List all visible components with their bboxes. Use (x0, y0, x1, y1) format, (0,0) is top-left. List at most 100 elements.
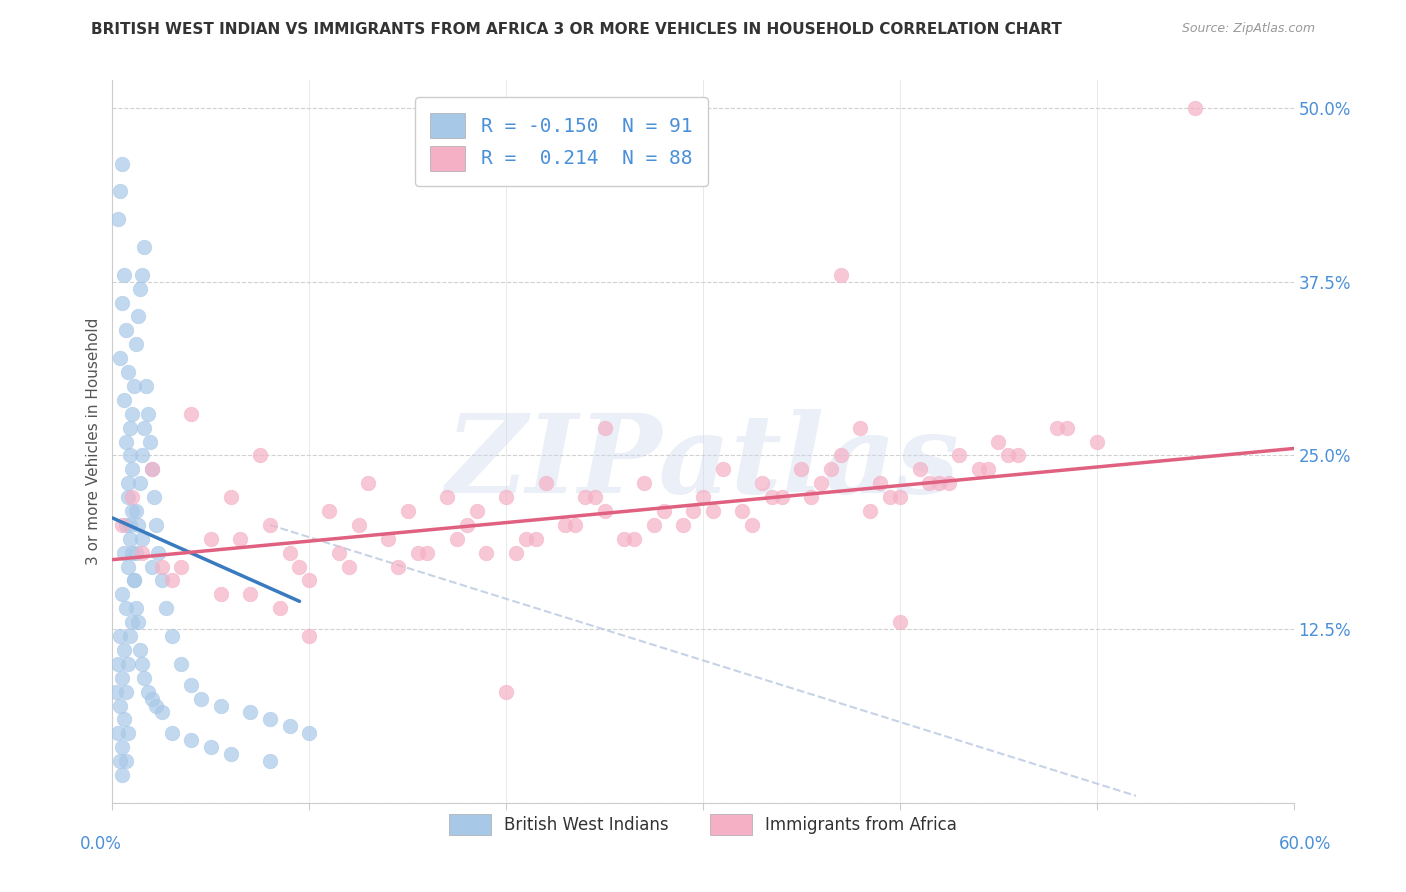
Point (150, 574, 173, 588)
Text: 0.0%: 0.0% (80, 835, 122, 853)
Point (115, 517, 138, 532)
Point (593, 420, 616, 434)
Point (110, 629, 132, 643)
Point (135, 379, 157, 393)
Point (121, 615, 143, 630)
Point (120, 629, 142, 643)
Point (859, 504, 882, 518)
Point (132, 420, 155, 434)
Point (132, 240, 155, 254)
Point (711, 462, 734, 476)
Point (125, 546, 148, 560)
Point (111, 295, 134, 310)
Point (107, 726, 129, 740)
Point (1085, 434, 1108, 449)
Point (115, 684, 138, 698)
Point (515, 532, 537, 546)
Point (131, 449, 153, 463)
Point (141, 691, 163, 706)
Point (121, 546, 143, 560)
Point (127, 517, 149, 532)
Point (111, 671, 134, 685)
Point (111, 517, 134, 532)
Point (259, 517, 281, 532)
Point (117, 726, 139, 740)
Point (131, 657, 153, 671)
Point (125, 337, 148, 351)
Point (131, 546, 153, 560)
Point (396, 504, 419, 518)
Point (967, 462, 990, 476)
Point (180, 678, 202, 692)
Point (623, 532, 645, 546)
Point (129, 282, 152, 296)
Point (122, 574, 145, 588)
Point (830, 449, 852, 463)
Point (239, 587, 262, 601)
Text: Source: ZipAtlas.com: Source: ZipAtlas.com (1181, 22, 1315, 36)
Point (129, 643, 152, 657)
Point (987, 434, 1010, 449)
Point (918, 476, 941, 491)
Point (127, 615, 149, 630)
Point (259, 713, 281, 727)
Point (170, 559, 193, 574)
Point (475, 546, 498, 560)
Point (1007, 449, 1029, 463)
Point (190, 691, 212, 706)
Point (997, 449, 1019, 463)
Point (219, 747, 242, 761)
Point (613, 532, 636, 546)
Text: BRITISH WEST INDIAN VS IMMIGRANTS FROM AFRICA 3 OR MORE VEHICLES IN HOUSEHOLD CO: BRITISH WEST INDIAN VS IMMIGRANTS FROM A… (91, 22, 1063, 37)
Point (180, 407, 202, 421)
Point (139, 434, 162, 449)
Point (800, 490, 823, 504)
Point (770, 490, 793, 504)
Point (337, 559, 360, 574)
Point (534, 476, 557, 491)
Point (298, 726, 321, 740)
Point (150, 706, 173, 720)
Point (889, 490, 911, 504)
Point (136, 407, 159, 421)
Y-axis label: 3 or more Vehicles in Household: 3 or more Vehicles in Household (86, 318, 101, 566)
Point (977, 462, 1000, 476)
Point (145, 517, 167, 532)
Point (465, 504, 488, 518)
Legend: British West Indians, Immigrants from Africa: British West Indians, Immigrants from Af… (443, 808, 963, 841)
Point (790, 462, 813, 476)
Point (111, 156, 134, 170)
Point (298, 629, 321, 643)
Point (146, 546, 169, 560)
Point (278, 719, 301, 733)
Point (121, 462, 143, 476)
Point (131, 532, 153, 546)
Point (869, 476, 891, 491)
Point (110, 185, 132, 199)
Point (136, 684, 159, 698)
Point (155, 601, 177, 615)
Point (115, 601, 138, 615)
Point (456, 517, 478, 532)
Point (347, 517, 370, 532)
Point (387, 559, 409, 574)
Point (141, 462, 163, 476)
Point (830, 268, 852, 282)
Point (115, 434, 138, 449)
Point (357, 476, 380, 491)
Point (112, 546, 135, 560)
Point (200, 740, 222, 755)
Point (121, 504, 143, 518)
Point (731, 504, 754, 518)
Point (107, 212, 129, 227)
Point (105, 684, 128, 698)
Point (115, 323, 138, 337)
Point (1056, 420, 1078, 434)
Point (849, 420, 872, 434)
Point (377, 532, 399, 546)
Point (122, 574, 145, 588)
Point (889, 615, 911, 630)
Text: 60.0%: 60.0% (1278, 835, 1331, 853)
Point (180, 733, 202, 747)
Point (141, 559, 163, 574)
